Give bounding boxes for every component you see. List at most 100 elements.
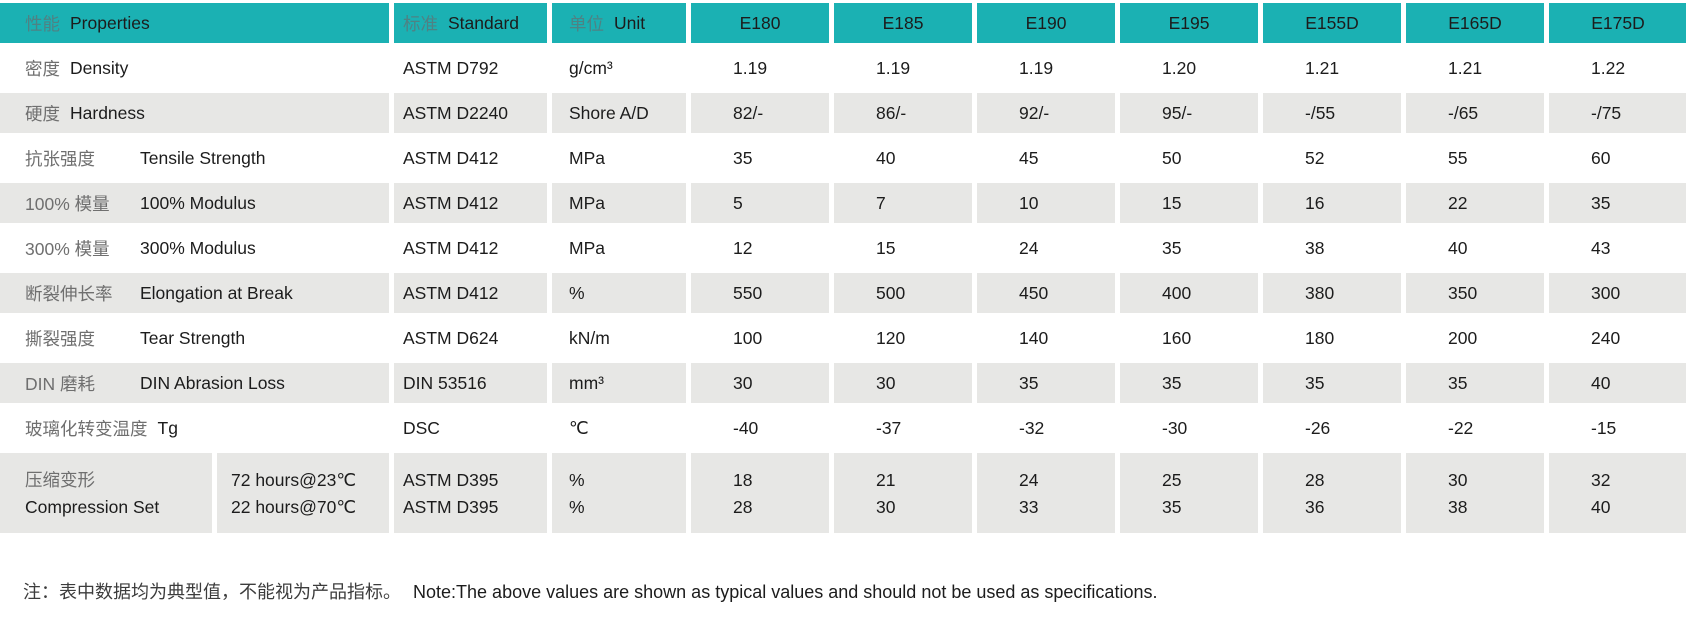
value-cell: 200 [1448,327,1478,348]
value-line: 40 [1591,496,1611,517]
property-label-zh: 硬度 [25,103,60,124]
standard-cell: DSC [403,417,440,438]
value-cell: 95/- [1120,93,1258,133]
unit-line: % [569,469,585,490]
condition-line: 22 hours@70℃ [231,496,356,517]
value-cell: 1.19 [733,57,768,78]
properties-header-en: Properties [70,12,150,33]
unit-cell: kN/m [569,327,610,348]
value-cell: -15 [1591,417,1617,438]
unit-cell: MPa [569,237,605,258]
value-cell: 55 [1448,147,1468,168]
value-cell: -/55 [1263,93,1401,133]
property-cell: 300% 模量 300% Modulus [0,228,389,268]
footnote: 注：表中数据均为典型值，不能视为产品指标。 Note:The above valu… [0,557,1686,625]
value-cell: 5 [691,183,829,223]
value-line: 30 [1448,469,1468,490]
value-cell: 38 [1305,237,1325,258]
property-cell: 抗张强度 Tensile Strength [0,138,389,178]
column-header-e165d: E165D [1406,3,1544,43]
property-label-zh: 抗张强度 [25,148,95,169]
value-line: 24 [1019,469,1039,490]
value-line: 32 [1591,469,1611,490]
column-header-e195: E195 [1120,3,1258,43]
value-cell: -40 [733,417,759,438]
value-cell: 350 [1406,273,1544,313]
property-label-en: DIN Abrasion Loss [140,372,285,393]
table-row: 密度 Density ASTM D792 g/cm³ 1.19 1.19 1.19 1.20 1… [0,48,1686,88]
value-cell: 1.19 [876,57,911,78]
property-label-en: Elongation at Break [140,282,293,303]
value-line: 18 [733,469,753,490]
unit-cell: ℃ [569,417,589,438]
value-cell: 50 [1162,147,1182,168]
value-cell: 450 [977,273,1115,313]
table-row: 100% 模量 100% Modulus ASTM D412 MPa 5 7 10 15 16 2… [0,183,1686,223]
footnote-en: Note:The above values are shown as typic… [413,582,1158,602]
value-cell: 52 [1305,147,1325,168]
column-header-unit: 单位 Unit [552,3,686,43]
value-cell: 7 [834,183,972,223]
value-cell: 43 [1591,237,1611,258]
property-label-en: Tear Strength [140,327,246,348]
properties-table: 性能 Properties 标准 Standard 单位 Unit E180 E1… [0,3,1686,533]
property-label-en: 300% Modulus [140,237,256,258]
value-cell: 60 [1591,147,1611,168]
condition-line: 72 hours@23℃ [231,469,356,490]
value-cell: 35 [1406,363,1544,403]
standard-cell: ASTM D412 [394,273,547,313]
standard-line: ASTM D395 [403,469,499,490]
value-cell: 25 35 [1120,453,1258,533]
property-label-en: Tensile Strength [140,147,266,168]
value-cell: 1.20 [1162,57,1197,78]
standard-cell: ASTM D412 [403,237,499,258]
table-body: 密度 Density ASTM D792 g/cm³ 1.19 1.19 1.19 1.20 1… [0,48,1686,448]
value-cell: 35 [733,147,753,168]
property-label-zh: DIN 磨耗 [25,373,95,394]
unit-cell: % % [552,453,686,533]
unit-cell: Shore A/D [552,93,686,133]
column-header-e155d: E155D [1263,3,1401,43]
unit-cell: MPa [552,183,686,223]
value-cell: 12 [733,237,753,258]
unit-header-zh: 单位 [569,13,604,34]
property-label-en: 100% Modulus [140,192,256,213]
property-label-zh: 撕裂强度 [25,328,95,349]
standard-cell: ASTM D395 ASTM D395 [394,453,547,533]
value-cell: 35 [1162,237,1182,258]
column-header-e175d: E175D [1549,3,1686,43]
property-label-zh: 断裂伸长率 [25,283,113,304]
value-cell: 380 [1263,273,1401,313]
value-cell: -37 [876,417,902,438]
standard-cell: ASTM D412 [403,147,499,168]
value-cell: 40 [876,147,896,168]
standard-line: ASTM D395 [403,496,499,517]
value-cell: 30 [691,363,829,403]
value-cell: 240 [1591,327,1621,348]
unit-cell: MPa [569,147,605,168]
property-label-zh: 玻璃化转变温度 [25,418,148,439]
value-cell: 32 40 [1549,453,1686,533]
table-row: DIN 磨耗 DIN Abrasion Loss DIN 53516 mm³ 30 30 3… [0,363,1686,403]
table-row: 断裂伸长率 Elongation at Break ASTM D412% 550 500… [0,273,1686,313]
value-cell: 40 [1549,363,1686,403]
value-cell: 15 [876,237,896,258]
value-line: 36 [1305,496,1325,517]
value-cell: 1.22 [1591,57,1626,78]
property-label-en: Compression Set [25,496,160,517]
value-cell: 1.21 [1448,57,1483,78]
value-line: 28 [733,496,753,517]
property-cell: 100% 模量 100% Modulus [0,183,389,223]
value-cell: 35 [977,363,1115,403]
value-cell: -/75 [1549,93,1686,133]
value-cell: -32 [1019,417,1045,438]
standard-cell: ASTM D792 [403,57,499,78]
value-cell: 22 [1406,183,1544,223]
property-label-zh: 300% 模量 [25,238,110,259]
table-row: 撕裂强度 Tear Strength ASTM D624 kN/m 100 120 140 1… [0,318,1686,358]
unit-cell: % [552,273,686,313]
property-label-zh: 密度 [25,58,60,79]
unit-cell: mm³ [552,363,686,403]
table-row: 硬度 Hardness ASTM D2240 Shore A/D 82/- 86/- 92/… [0,93,1686,133]
